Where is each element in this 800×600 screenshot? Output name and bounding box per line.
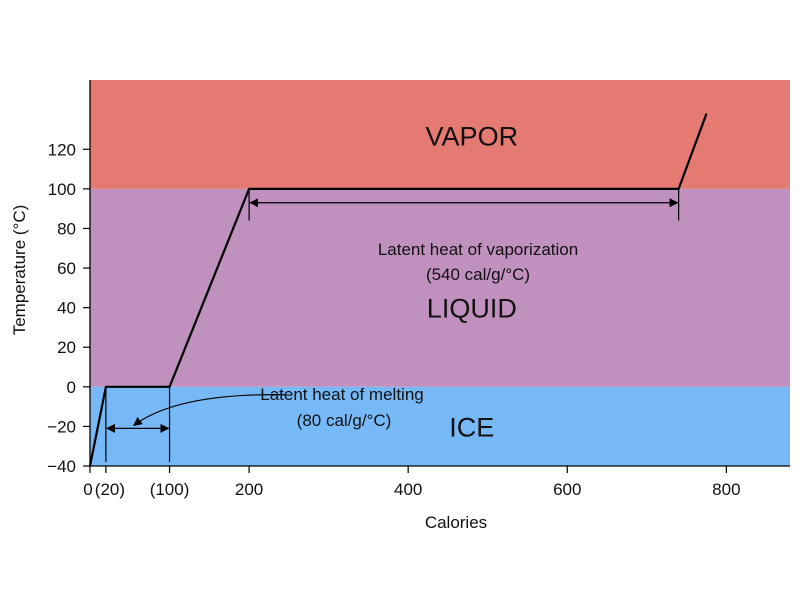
x-tick-label: (100) [150,480,190,499]
melting-label-line2: (80 cal/g/°C) [297,411,392,430]
x-tick-label: 600 [553,480,581,499]
melting-pointer-arrow [133,394,286,426]
melting-label-line1: Latent heat of melting [260,385,424,404]
y-tick-label: 40 [57,299,76,318]
region-label-liquid: LIQUID [427,294,517,324]
heating-curve-line [88,113,708,467]
y-tick-label: −40 [47,457,76,476]
region-vapor [90,80,790,189]
y-tick-label: 20 [57,338,76,357]
region-label-ice: ICE [449,412,494,442]
y-tick-label: 0 [67,378,76,397]
x-tick-label: 0 [83,480,92,499]
vaporization-label-line2: (540 cal/g/°C) [426,265,530,284]
region-label-vapor: VAPOR [426,121,519,151]
x-tick-label: 400 [394,480,422,499]
y-tick-label: 60 [57,259,76,278]
x-axis-title: Calories [425,513,487,532]
y-tick-label: 100 [48,180,76,199]
y-tick-label: 120 [48,140,76,159]
y-axis-title: Temperature (°C) [10,205,29,336]
y-tick-label: −20 [47,417,76,436]
x-tick-label: 800 [712,480,740,499]
y-tick-label: 80 [57,219,76,238]
region-ice [90,386,790,466]
vaporization-label-line1: Latent heat of vaporization [378,240,578,259]
region-liquid [90,188,790,387]
x-tick-label: 200 [235,480,263,499]
x-tick-label: (20) [95,480,125,499]
